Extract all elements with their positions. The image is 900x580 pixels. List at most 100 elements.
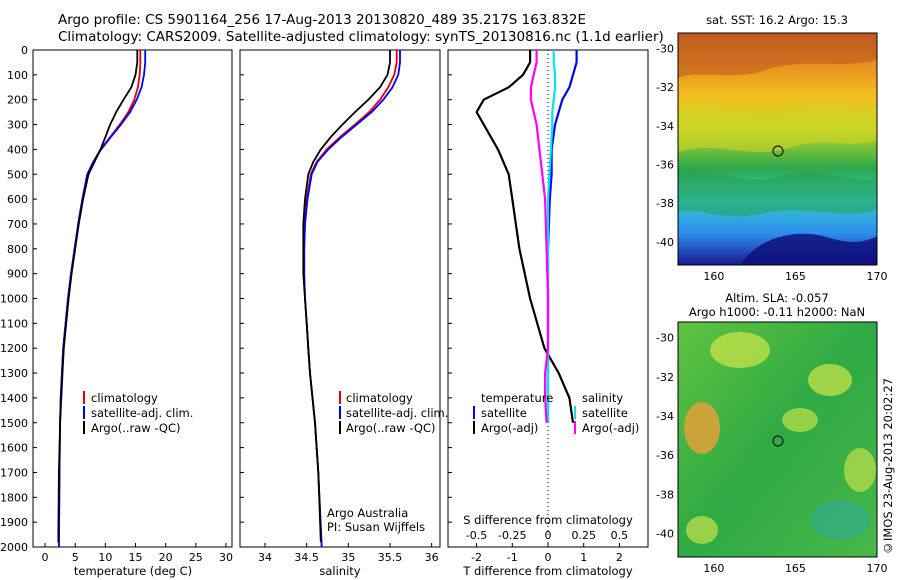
sla-yellow-eddy	[808, 364, 852, 396]
depth-tick-label: 0	[21, 44, 28, 57]
t-difference-x-tick-label: 2	[616, 551, 623, 564]
depth-tick-label: 1300	[0, 367, 28, 380]
sla-map-frame	[677, 321, 878, 558]
legend-label-argo: Argo(..raw -QC)	[91, 421, 181, 435]
sst-map-x-tick-label: 170	[867, 270, 888, 283]
s-difference-tick-label: 0.5	[611, 529, 629, 542]
temperature-x-tick-label: 30	[219, 551, 233, 564]
legend-title-salinity: salinity	[582, 391, 623, 405]
depth-tick-label: 1200	[0, 342, 28, 355]
temperature-panel-frame	[32, 49, 233, 548]
sla-map-subtitle: Argo h1000: -0.11 h2000: NaN	[689, 305, 865, 319]
sla-yellow-eddy	[710, 332, 770, 368]
sla-orange-eddy	[684, 402, 720, 454]
salinity-x-tick-label: 34	[258, 551, 272, 564]
depth-tick-label: 900	[7, 268, 28, 281]
series-t-difference-from-climatology-argo-adj-	[475, 50, 575, 423]
depth-tick-label: 400	[7, 143, 28, 156]
argo-position-marker	[772, 435, 784, 447]
sst-map-y-tick-label: -32	[656, 81, 674, 94]
pi-note: PI: Susan Wijffels	[327, 520, 425, 534]
temperature-x-tick-label: 0	[42, 551, 49, 564]
depth-tick-label: 1000	[0, 293, 28, 306]
sla-map-y-tick-label: -32	[656, 371, 674, 384]
temperature-x-tick-label: 5	[72, 551, 79, 564]
salinity-x-tick-label: 36	[425, 551, 439, 564]
difference-legend: temperature satellite Argo(-adj) salinit…	[463, 391, 639, 527]
sla-map-y-tick-label: -34	[656, 410, 674, 423]
sst-map	[677, 32, 878, 266]
depth-tick-label: 800	[7, 243, 28, 256]
legend-label-satellite: satellite-adj. clim.	[346, 406, 448, 420]
series-temperature-deg-c--argo-raw-qc-	[57, 50, 139, 543]
t-difference-x-tick-label: -2	[471, 551, 482, 564]
legend-label-s-satellite: satellite	[582, 406, 628, 420]
s-difference-tick-label: 0.25	[571, 529, 596, 542]
s-difference-axis-label: S difference from climatology	[463, 513, 633, 527]
legend-label-argo: Argo(..raw -QC)	[346, 421, 436, 435]
legend-label-s-argo: Argo(-adj)	[582, 421, 639, 435]
series-salinity-argo-raw-qc-	[302, 50, 391, 543]
depth-tick-label: 1100	[0, 317, 28, 330]
sla-map-title: Altim. SLA: -0.057	[725, 291, 829, 305]
depth-tick-label: 600	[7, 193, 28, 206]
sst-map-title: sat. SST: 16.2 Argo: 15.3	[706, 13, 848, 27]
sla-map-x-tick-label: 165	[785, 562, 806, 575]
imos-side-label: ©IMOS 23-Aug-2013 20:02:27	[881, 378, 895, 556]
temperature-legend: climatology satellite-adj. clim. Argo(..…	[83, 391, 193, 435]
sla-yellow-eddy	[782, 408, 818, 432]
temperature-x-tick-label: 25	[189, 551, 203, 564]
header-line-1: Argo profile: CS 5901164_256 17-Aug-2013…	[58, 12, 586, 28]
sst-map-y-tick-label: -30	[656, 42, 674, 55]
header-line-2: Climatology: CARS2009. Satellite-adjuste…	[58, 29, 664, 45]
legend-label-t-satellite: satellite	[481, 406, 527, 420]
legend-label-t-argo: Argo(-adj)	[481, 421, 538, 435]
sla-map	[677, 321, 878, 558]
sla-yellow-eddy	[844, 448, 876, 492]
institution-note: Argo Australia	[327, 506, 408, 520]
sst-map-y-tick-label: -38	[656, 197, 674, 210]
t-difference-x-tick-label: 0	[545, 551, 552, 564]
depth-tick-label: 1800	[0, 491, 28, 504]
temperature-x-tick-label: 10	[98, 551, 112, 564]
series-s-difference-from-climatology-argo-adj-	[529, 50, 550, 423]
temperature-x-tick-label: 15	[129, 551, 143, 564]
depth-tick-label: 1700	[0, 466, 28, 479]
sla-blue-eddy	[810, 500, 870, 540]
depth-tick-label: 300	[7, 119, 28, 132]
sst-map-y-tick-label: -40	[656, 236, 674, 249]
sst-map-frame	[677, 32, 878, 266]
sla-map-x-tick-label: 170	[867, 562, 888, 575]
salinity-x-tick-label: 35	[341, 551, 355, 564]
sst-map-y-tick-label: -36	[656, 158, 674, 171]
depth-tick-label: 500	[7, 168, 28, 181]
depth-tick-label: 200	[7, 94, 28, 107]
temperature-x-tick-label: 20	[159, 551, 173, 564]
depth-tick-label: 700	[7, 218, 28, 231]
sst-map-x-tick-label: 165	[785, 270, 806, 283]
salinity-x-tick-label: 35.5	[378, 551, 403, 564]
sla-map-y-tick-label: -40	[656, 528, 674, 541]
t-difference-x-tick-label: 1	[580, 551, 587, 564]
legend-label-climatology: climatology	[91, 391, 158, 405]
t-difference-x-tick-label: -1	[507, 551, 518, 564]
sla-map-x-tick-label: 160	[703, 562, 724, 575]
legend-label-satellite: satellite-adj. clim.	[91, 406, 193, 420]
legend-title-temperature: temperature	[481, 391, 553, 405]
series-layer	[57, 50, 578, 548]
series-s-difference-from-climatology-satellite	[546, 50, 557, 423]
sst-cold-patch	[740, 233, 877, 265]
tick-layer: 0100200300400500600700800900100011001200…	[0, 42, 888, 575]
salinity-x-tick-label: 34.5	[294, 551, 319, 564]
sla-map-y-tick-label: -30	[656, 332, 674, 345]
depth-tick-label: 2000	[0, 541, 28, 554]
sst-green-zone	[678, 167, 877, 217]
temperature-axis-label: temperature (deg C)	[74, 564, 192, 578]
depth-tick-label: 1900	[0, 516, 28, 529]
legend-label-climatology: climatology	[346, 391, 413, 405]
sst-yellow-tongue	[678, 107, 877, 152]
s-difference-tick-label: -0.5	[466, 529, 487, 542]
salinity-panel-frame	[239, 49, 441, 548]
argo-position-marker	[772, 145, 784, 157]
